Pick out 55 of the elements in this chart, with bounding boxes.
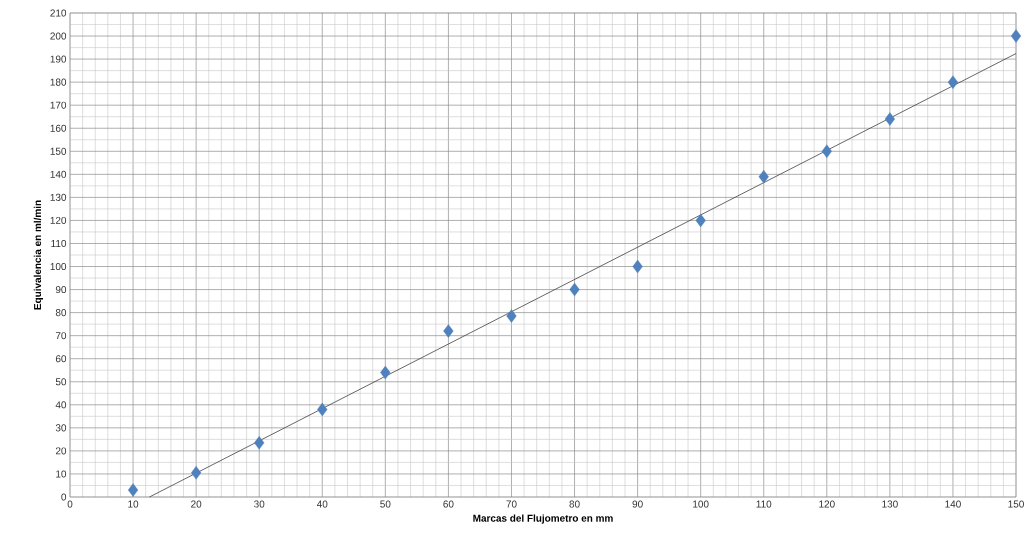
y-tick-label: 100 xyxy=(50,263,67,271)
y-tick-label: 40 xyxy=(55,401,67,409)
x-tick-label: 120 xyxy=(819,500,835,508)
point xyxy=(191,466,202,480)
y-tick-label: 80 xyxy=(55,309,67,317)
point xyxy=(758,169,769,184)
x-tick-label: 30 xyxy=(254,500,265,508)
y-tick-label: 210 xyxy=(50,9,67,17)
x-tick-label: 0 xyxy=(67,500,73,508)
y-tick-label: 190 xyxy=(50,55,67,63)
point xyxy=(1010,29,1022,43)
x-tick-label: 140 xyxy=(945,500,961,508)
y-tick-label: 50 xyxy=(55,378,67,386)
x-tick-label: 70 xyxy=(506,500,517,508)
y-tick-label: 30 xyxy=(55,424,67,432)
point xyxy=(443,324,454,338)
y-axis-title: Equivalencia en ml/min xyxy=(33,200,44,310)
x-tick-label: 10 xyxy=(128,500,139,508)
point xyxy=(506,309,517,323)
point xyxy=(695,213,706,228)
y-tick-label: 20 xyxy=(55,447,67,455)
y-tick-label: 60 xyxy=(55,355,67,363)
x-tick-label: 100 xyxy=(693,500,709,508)
y-tick-label: 10 xyxy=(56,470,67,478)
y-tick-label: 170 xyxy=(50,101,67,109)
y-tick-label: 70 xyxy=(55,332,67,340)
y-tick-label: 180 xyxy=(50,78,67,86)
x-tick-label: 110 xyxy=(756,500,772,508)
x-tick-label: 40 xyxy=(316,500,328,508)
y-tick-label: 120 xyxy=(50,216,67,224)
x-tick-label: 90 xyxy=(632,500,643,508)
point xyxy=(254,436,265,450)
y-tick-label: 140 xyxy=(50,170,67,178)
point xyxy=(632,259,643,274)
point xyxy=(380,365,391,380)
y-tick-label: 90 xyxy=(55,286,67,294)
point xyxy=(884,112,895,126)
point xyxy=(821,144,832,158)
y-tick-label: 200 xyxy=(50,32,67,40)
x-tick-label: 150 xyxy=(1008,500,1024,508)
point xyxy=(127,483,139,497)
x-axis-title: Marcas del Flujometro en mm xyxy=(473,514,613,524)
x-tick-label: 60 xyxy=(443,500,454,508)
point xyxy=(317,402,328,417)
x-tick-label: 130 xyxy=(882,500,898,508)
x-tick-label: 80 xyxy=(569,500,580,508)
x-tick-label: 20 xyxy=(191,500,202,508)
point xyxy=(569,282,580,297)
y-tick-label: 110 xyxy=(51,239,67,247)
y-tick-label: 0 xyxy=(61,493,67,501)
y-tick-label: 150 xyxy=(50,147,67,155)
y-tick-label: 130 xyxy=(50,193,67,201)
y-tick-label: 160 xyxy=(50,124,67,132)
x-tick-label: 50 xyxy=(380,500,391,508)
point xyxy=(947,75,959,89)
